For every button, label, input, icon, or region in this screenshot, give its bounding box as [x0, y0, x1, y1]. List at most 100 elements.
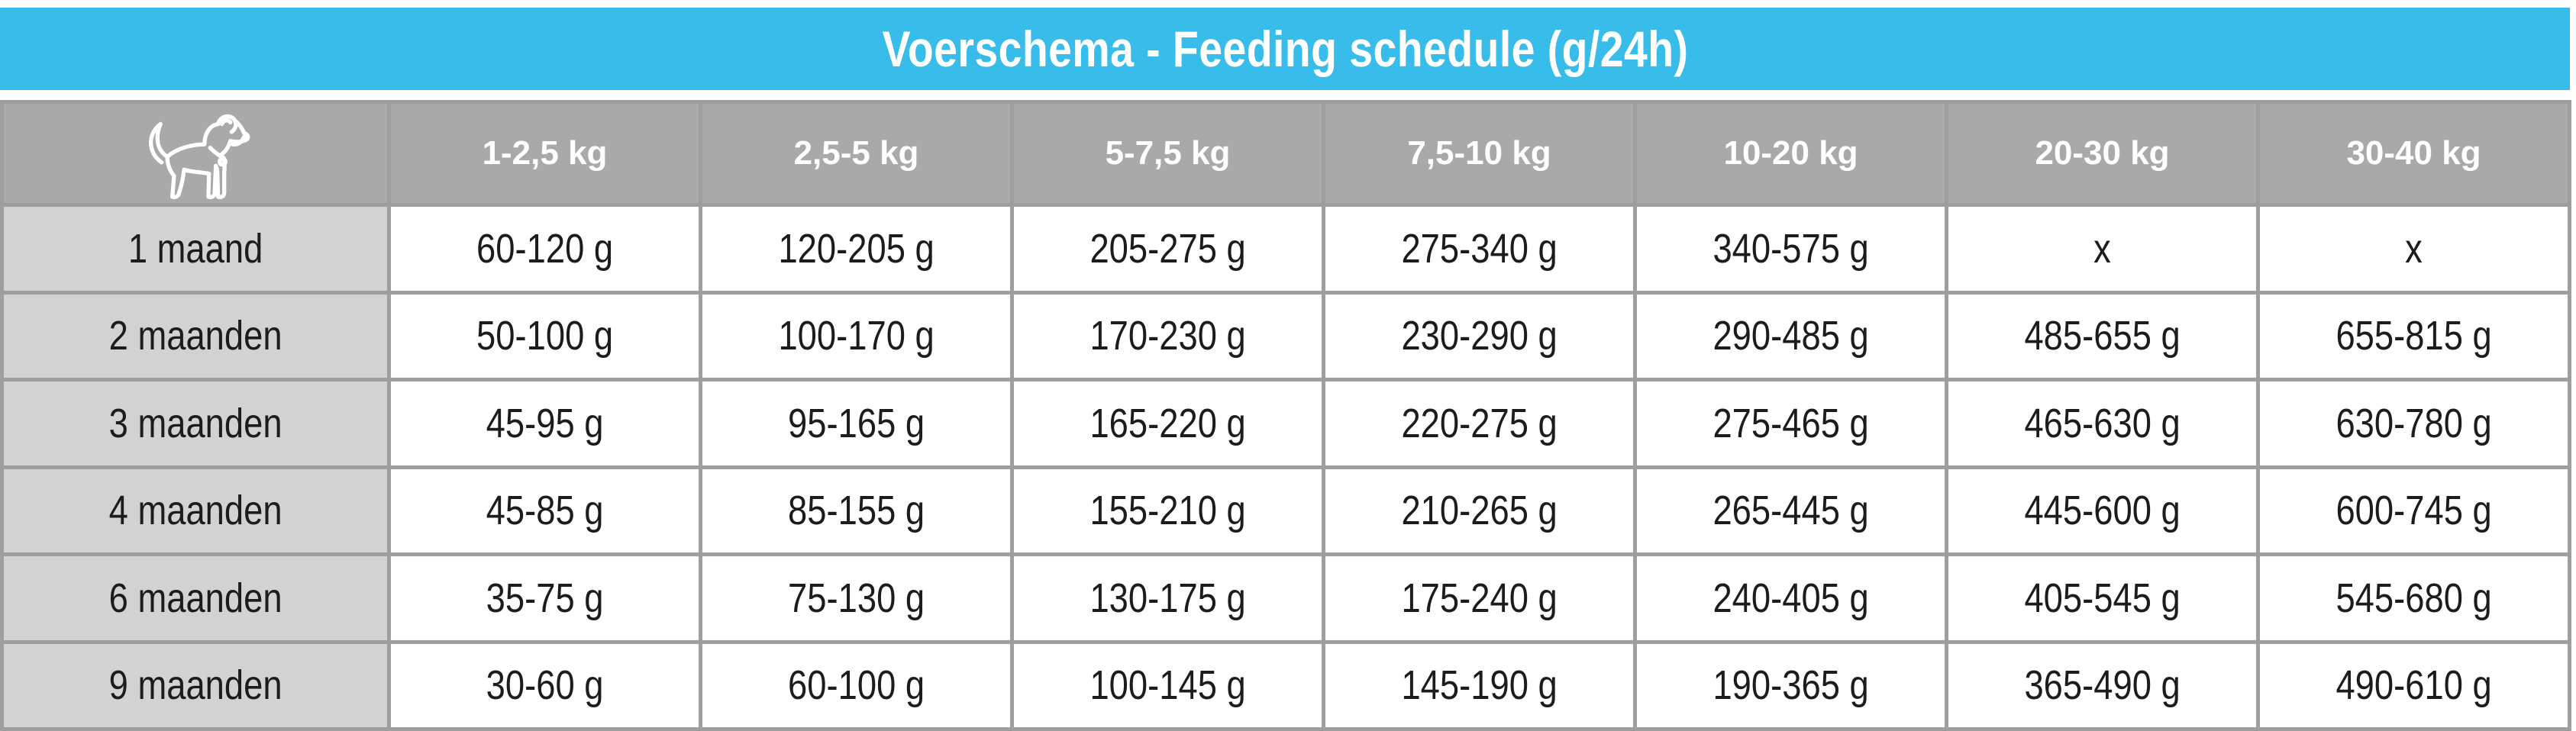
table-row: 9 maanden 30-60 g 60-100 g 100-145 g 145… [0, 639, 2571, 731]
title-table-divider [0, 90, 2576, 100]
age-cell: 6 maanden [0, 552, 391, 644]
value-cell: 655-815 g [2256, 290, 2571, 382]
feeding-amount: 30-60 g [486, 662, 604, 709]
header-row: 1-2,5 kg 2,5-5 kg 5-7,5 kg 7,5-10 kg 10-… [0, 100, 2571, 207]
weight-header-label: 5-7,5 kg [1105, 134, 1231, 172]
value-cell: 205-275 g [1010, 203, 1325, 295]
feeding-schedule-table: 1-2,5 kg 2,5-5 kg 5-7,5 kg 7,5-10 kg 10-… [0, 100, 2571, 731]
value-cell: 365-490 g [1945, 639, 2260, 731]
value-cell: 445-600 g [1945, 465, 2260, 556]
value-cell: 190-365 g [1633, 639, 1948, 731]
value-cell: 630-780 g [2256, 378, 2571, 469]
age-label: 2 maanden [108, 313, 282, 359]
value-cell: 175-240 g [1322, 552, 1637, 644]
feeding-amount: 170-230 g [1089, 313, 1246, 359]
value-cell: 220-275 g [1322, 378, 1637, 469]
age-cell: 9 maanden [0, 639, 391, 731]
age-label: 6 maanden [108, 575, 282, 621]
feeding-amount: 45-85 g [486, 488, 604, 534]
feeding-amount: 655-815 g [2336, 313, 2492, 359]
value-cell: 230-290 g [1322, 290, 1637, 382]
value-cell: 35-75 g [387, 552, 702, 644]
value-cell: 240-405 g [1633, 552, 1948, 644]
value-cell: 145-190 g [1322, 639, 1637, 731]
feeding-amount: 230-290 g [1401, 313, 1558, 359]
feeding-amount: 35-75 g [486, 575, 604, 621]
weight-header: 2,5-5 kg [699, 100, 1014, 207]
table-row: 4 maanden 45-85 g 85-155 g 155-210 g 210… [0, 465, 2571, 556]
feeding-amount: 265-445 g [1712, 488, 1869, 534]
value-cell: 85-155 g [699, 465, 1014, 556]
feeding-amount: 445-600 g [2024, 488, 2181, 534]
value-cell: 120-205 g [699, 203, 1014, 295]
weight-header: 7,5-10 kg [1322, 100, 1637, 207]
value-cell: 210-265 g [1322, 465, 1637, 556]
weight-header-label: 2,5-5 kg [793, 134, 919, 172]
feeding-amount: 340-575 g [1712, 225, 1869, 272]
dog-icon-cell [0, 100, 391, 207]
weight-header-label: 10-20 kg [1723, 134, 1858, 172]
feeding-amount: 205-275 g [1089, 225, 1246, 272]
feeding-amount: 490-610 g [2336, 662, 2492, 709]
value-cell: 265-445 g [1633, 465, 1948, 556]
age-label: 3 maanden [108, 400, 282, 446]
weight-header: 1-2,5 kg [387, 100, 702, 207]
feeding-amount: 365-490 g [2024, 662, 2181, 709]
value-cell: 165-220 g [1010, 378, 1325, 469]
value-cell: 405-545 g [1945, 552, 2260, 644]
value-cell: 485-655 g [1945, 290, 2260, 382]
feeding-amount: 100-170 g [778, 313, 935, 359]
feeding-amount: x [2093, 225, 2111, 272]
age-label: 4 maanden [108, 488, 282, 534]
table-row: 2 maanden 50-100 g 100-170 g 170-230 g 2… [0, 290, 2571, 382]
feeding-amount: 100-145 g [1089, 662, 1246, 709]
feeding-amount: 95-165 g [787, 400, 925, 446]
value-cell: 155-210 g [1010, 465, 1325, 556]
value-cell: 60-120 g [387, 203, 702, 295]
value-cell: 100-170 g [699, 290, 1014, 382]
table-row: 3 maanden 45-95 g 95-165 g 165-220 g 220… [0, 378, 2571, 469]
value-cell: x [1945, 203, 2260, 295]
weight-header-label: 7,5-10 kg [1407, 134, 1551, 172]
value-cell: 75-130 g [699, 552, 1014, 644]
feeding-amount: 120-205 g [778, 225, 935, 272]
value-cell: 50-100 g [387, 290, 702, 382]
age-cell: 1 maand [0, 203, 391, 295]
feeding-amount: x [2405, 225, 2423, 272]
value-cell: 340-575 g [1633, 203, 1948, 295]
age-label: 9 maanden [108, 662, 282, 709]
value-cell: 545-680 g [2256, 552, 2571, 644]
weight-header-label: 20-30 kg [2035, 134, 2170, 172]
value-cell: 100-145 g [1010, 639, 1325, 731]
feeding-amount: 220-275 g [1401, 400, 1558, 446]
feeding-amount: 275-465 g [1712, 400, 1869, 446]
weight-header-label: 30-40 kg [2346, 134, 2481, 172]
value-cell: 490-610 g [2256, 639, 2571, 731]
table-title-bar: Voerschema - Feeding schedule (g/24h) [0, 8, 2570, 90]
feeding-amount: 545-680 g [2336, 575, 2492, 621]
value-cell: 60-100 g [699, 639, 1014, 731]
value-cell: 290-485 g [1633, 290, 1948, 382]
value-cell: 465-630 g [1945, 378, 2260, 469]
feeding-amount: 600-745 g [2336, 488, 2492, 534]
weight-header: 5-7,5 kg [1010, 100, 1325, 207]
feeding-amount: 85-155 g [787, 488, 925, 534]
feeding-amount: 155-210 g [1089, 488, 1246, 534]
value-cell: 130-175 g [1010, 552, 1325, 644]
feeding-amount: 275-340 g [1401, 225, 1558, 272]
feeding-amount: 75-130 g [787, 575, 925, 621]
age-cell: 4 maanden [0, 465, 391, 556]
feeding-amount: 130-175 g [1089, 575, 1246, 621]
feeding-schedule-page: Voerschema - Feeding schedule (g/24h) [0, 8, 2576, 731]
weight-header: 20-30 kg [1945, 100, 2260, 207]
value-cell: 170-230 g [1010, 290, 1325, 382]
feeding-amount: 50-100 g [476, 313, 614, 359]
feeding-amount: 165-220 g [1089, 400, 1246, 446]
feeding-amount: 60-120 g [476, 225, 614, 272]
feeding-amount: 145-190 g [1401, 662, 1558, 709]
table-row: 6 maanden 35-75 g 75-130 g 130-175 g 175… [0, 552, 2571, 644]
age-cell: 2 maanden [0, 290, 391, 382]
feeding-amount: 240-405 g [1712, 575, 1869, 621]
dog-icon [149, 114, 250, 200]
value-cell: 95-165 g [699, 378, 1014, 469]
